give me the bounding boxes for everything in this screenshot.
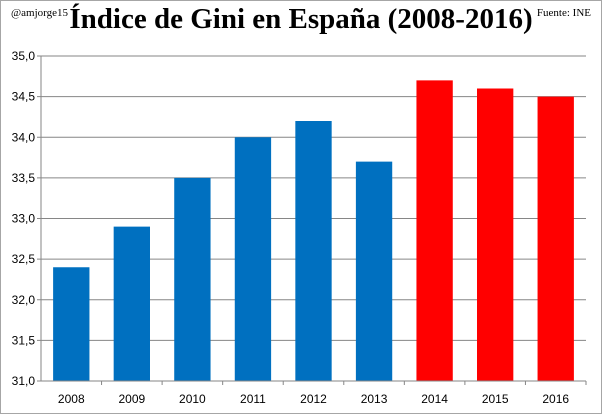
- chart-title: Índice de Gini en España (2008-2016): [69, 3, 533, 35]
- y-tick-label: 34,0: [12, 130, 36, 144]
- y-tick-label: 32,0: [12, 293, 36, 307]
- x-tick-label: 2013: [361, 392, 388, 406]
- bar-2015: [477, 88, 514, 381]
- y-tick-label: 35,0: [12, 49, 36, 63]
- bar-2009: [113, 226, 150, 381]
- x-tick-label: 2008: [58, 392, 85, 406]
- y-tick-label: 32,5: [12, 252, 36, 266]
- bars: [53, 80, 574, 381]
- bar-2010: [174, 177, 211, 381]
- x-axis-labels: 2008 2009 2010 2011 2012 2013 2014 2015 2016: [58, 392, 569, 406]
- x-tick-label: 2009: [118, 392, 145, 406]
- bar-2014: [416, 80, 453, 381]
- y-axis-labels: 31,0 31,5 32,0 32,5 33,0 33,5 34,0 34,5 35,0: [12, 49, 36, 388]
- author-credit: @amjorge15: [11, 7, 68, 19]
- bar-2016: [537, 96, 574, 381]
- x-tick-label: 2016: [542, 392, 569, 406]
- y-tick-label: 33,5: [12, 171, 36, 185]
- bar-2011: [234, 137, 272, 381]
- source-credit: Fuente: INE: [536, 7, 591, 19]
- x-tick-label: 2014: [421, 392, 448, 406]
- axes: [37, 55, 587, 385]
- y-tick-label: 33,0: [12, 212, 36, 226]
- y-tick-label: 31,5: [12, 333, 36, 347]
- x-tick-label: 2015: [482, 392, 509, 406]
- bar-2008: [53, 267, 90, 381]
- x-tick-label: 2012: [300, 392, 327, 406]
- bar-2013: [355, 161, 393, 381]
- x-tick-label: 2010: [179, 392, 206, 406]
- y-tick-label: 34,5: [12, 90, 36, 104]
- bar-2012: [295, 121, 332, 381]
- x-tick-label: 2011: [240, 392, 266, 406]
- y-tick-label: 31,0: [12, 374, 36, 388]
